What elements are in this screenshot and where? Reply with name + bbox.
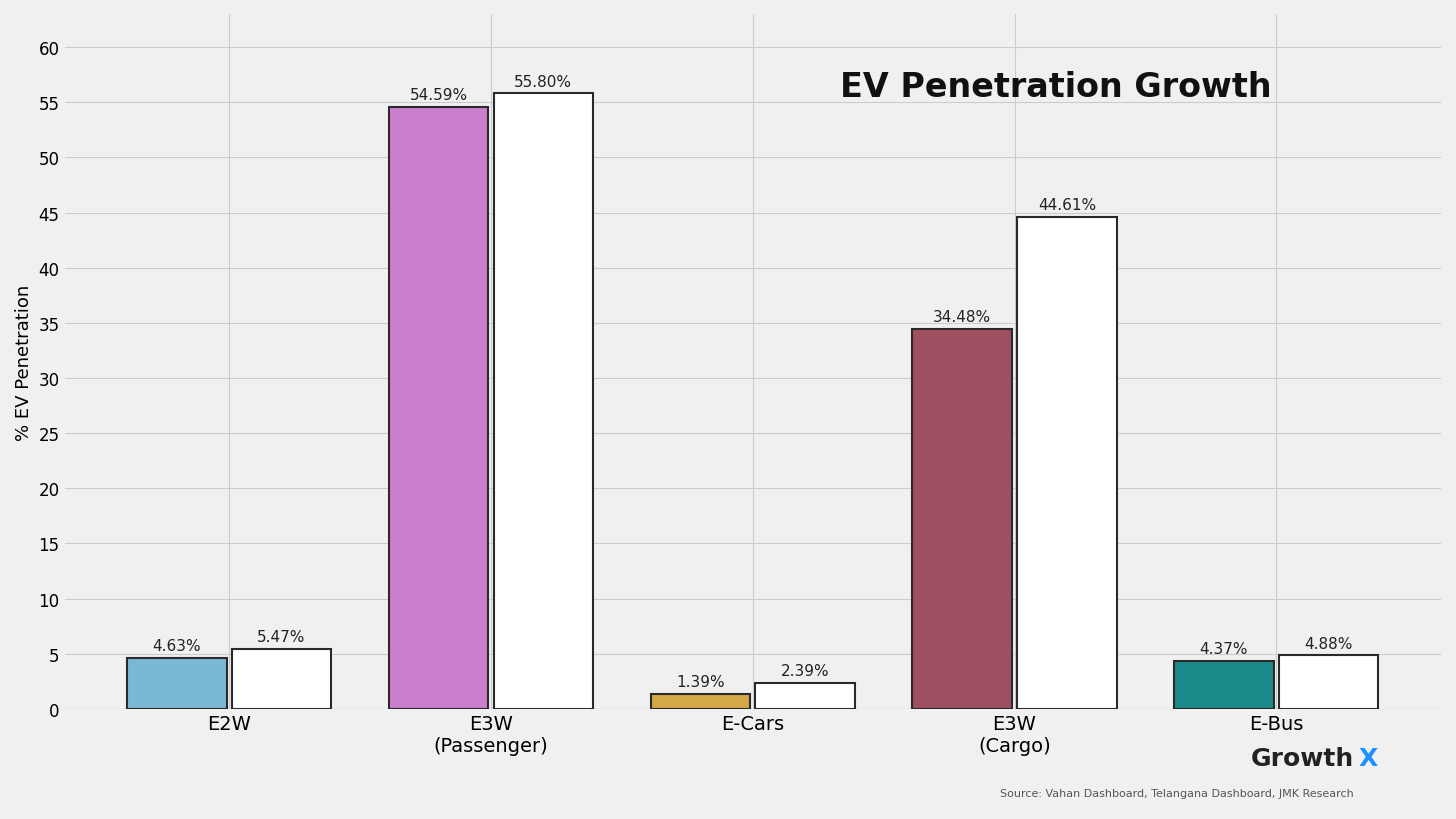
Text: Growth: Growth <box>1251 746 1354 770</box>
Text: 1.39%: 1.39% <box>676 674 725 690</box>
Bar <box>1018 218 1117 709</box>
Text: 2.39%: 2.39% <box>780 663 830 678</box>
Text: 5.47%: 5.47% <box>258 630 306 645</box>
Text: X: X <box>1358 746 1377 770</box>
Bar <box>494 94 593 709</box>
Bar <box>127 658 227 709</box>
Text: 4.63%: 4.63% <box>153 639 201 654</box>
Text: EV Penetration Growth: EV Penetration Growth <box>840 70 1271 103</box>
Y-axis label: % EV Penetration: % EV Penetration <box>15 284 33 440</box>
Bar <box>1174 661 1274 709</box>
Text: 4.37%: 4.37% <box>1200 641 1248 657</box>
Bar <box>913 329 1012 709</box>
Text: Source: Vahan Dashboard, Telangana Dashboard, JMK Research: Source: Vahan Dashboard, Telangana Dashb… <box>1000 789 1354 799</box>
Text: 55.80%: 55.80% <box>514 75 572 90</box>
Bar <box>651 694 750 709</box>
Text: 44.61%: 44.61% <box>1038 198 1096 213</box>
Text: 54.59%: 54.59% <box>409 88 467 103</box>
Bar <box>389 107 488 709</box>
Bar <box>232 649 332 709</box>
Bar <box>1278 655 1379 709</box>
Text: 4.88%: 4.88% <box>1305 636 1353 651</box>
Text: 34.48%: 34.48% <box>933 310 992 325</box>
Bar <box>756 683 855 709</box>
